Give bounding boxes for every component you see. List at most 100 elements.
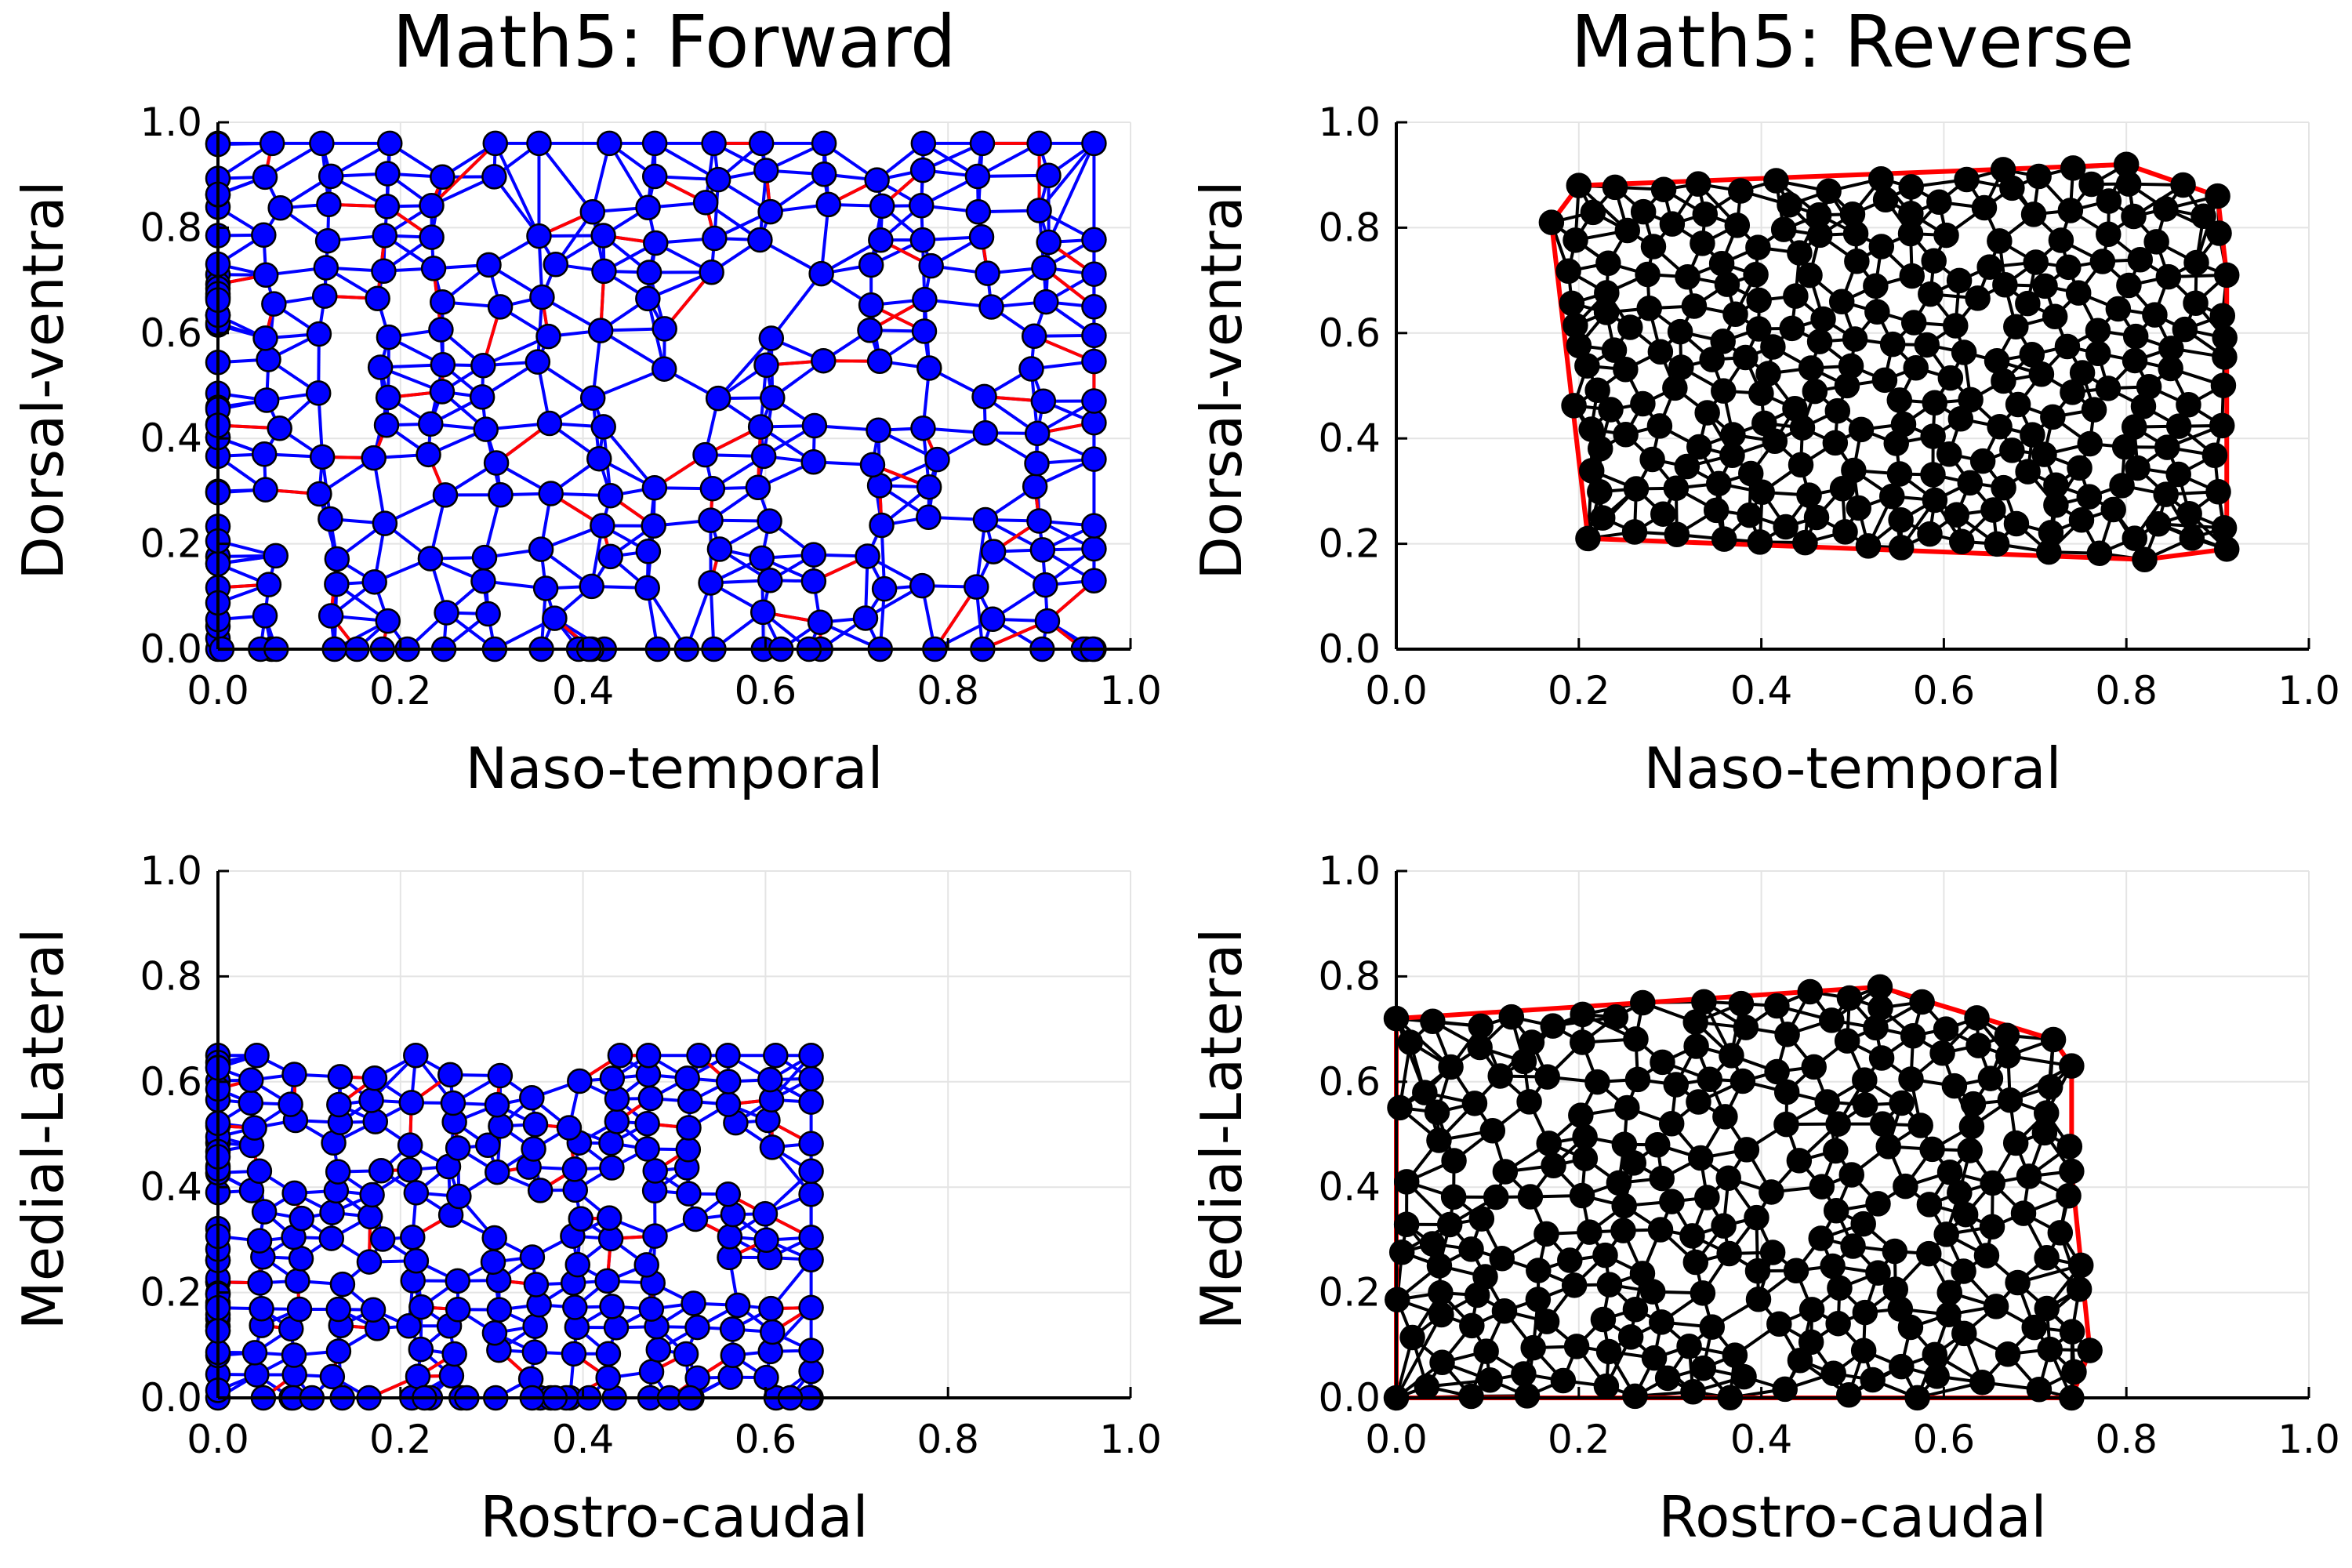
mesh-node [1787, 1347, 1813, 1374]
mesh-node [252, 477, 278, 503]
mesh-node [238, 1090, 263, 1116]
mesh-node [1397, 1029, 1424, 1055]
mesh-node [524, 349, 551, 375]
mesh-node [309, 130, 335, 157]
mesh-node [1682, 1009, 1708, 1035]
mesh-node [1850, 1210, 1876, 1237]
mesh-node [1692, 201, 1719, 227]
mesh-node [1682, 1249, 1709, 1276]
mesh-node [1426, 1127, 1452, 1153]
mesh-node [1786, 1148, 1813, 1174]
mesh-node [1026, 198, 1052, 223]
mesh-node [2067, 1252, 2094, 1279]
mesh-node [1081, 568, 1107, 593]
mesh-node [1809, 1174, 1835, 1200]
mesh-node [2121, 414, 2147, 440]
y-tick-label: 0.8 [140, 205, 202, 250]
mesh-node [1747, 529, 1773, 555]
mesh-node [251, 1199, 278, 1225]
mesh-node [1675, 264, 1700, 290]
mesh-node [1779, 315, 1805, 342]
mesh-node [1428, 1279, 1454, 1306]
mesh-node [356, 1249, 383, 1275]
mesh-node [635, 1042, 662, 1069]
mesh-node [1559, 290, 1585, 317]
y-tick-label: 0.6 [140, 310, 202, 356]
mesh-node [408, 1336, 434, 1363]
mesh-node [1737, 502, 1762, 528]
mesh-node [801, 412, 828, 439]
mesh-node [1428, 1301, 1454, 1328]
x-tick-label: 0.0 [187, 1417, 249, 1462]
mesh-node [1034, 608, 1061, 634]
mesh-node [1705, 470, 1732, 497]
mesh-node [487, 294, 514, 320]
mesh-node [314, 227, 341, 254]
mesh-node [1839, 201, 1866, 227]
mesh-node [2121, 203, 2147, 230]
mesh-node [432, 482, 459, 508]
mesh-node [1949, 528, 1975, 554]
mesh-node [1916, 1192, 1943, 1218]
mesh-node [1630, 198, 1657, 225]
mesh-node [2086, 540, 2113, 566]
x-tick-label: 0.8 [2095, 1417, 2158, 1462]
mesh-node [2179, 525, 2205, 551]
mesh-node [757, 198, 783, 225]
x-tick-label: 0.0 [1365, 668, 1428, 713]
mesh-node [964, 574, 989, 600]
mesh-node [1834, 372, 1860, 399]
mesh-node [367, 354, 394, 380]
mesh-node [1836, 1382, 1862, 1408]
mesh-node [717, 1224, 743, 1250]
mesh-node [1667, 318, 1693, 345]
mesh-node [430, 352, 456, 378]
mesh-node [750, 599, 776, 626]
mesh-node [916, 504, 942, 531]
mesh-node [1024, 420, 1051, 447]
mesh-node [1798, 1329, 1824, 1356]
mesh-node [2109, 473, 2135, 499]
mesh-node [305, 380, 332, 406]
mesh-node [1869, 1111, 1896, 1137]
mesh-node [1924, 1363, 1950, 1389]
mesh-node [1922, 1341, 1948, 1368]
mesh-node [319, 1200, 345, 1225]
mesh-node [1816, 178, 1842, 204]
mesh-node [2153, 481, 2179, 507]
mesh-node [538, 481, 564, 506]
mesh-node [1867, 974, 1893, 1000]
mesh-node [2026, 163, 2052, 190]
mesh-node [1580, 199, 1606, 226]
mesh-node [1886, 461, 1913, 487]
mesh-node [1957, 1138, 1983, 1163]
y-axis-label: Medial-Lateral [1189, 928, 1254, 1330]
mesh-node [428, 317, 454, 343]
mesh-node [1594, 280, 1620, 306]
mesh-node [1393, 1211, 1420, 1237]
mesh-node [916, 474, 942, 500]
panel-forward-colliculus: 0.0 0.2 0.4 0.6 0.8 1.0 0.0 0.2 0.4 0.6 0.8 1.0 Ros… [10, 848, 1162, 1550]
mesh-node [1680, 1379, 1706, 1405]
mesh-node [869, 512, 895, 539]
mesh-node [1997, 1087, 2024, 1113]
mesh-node [1424, 1099, 1450, 1125]
mesh-node [1969, 1370, 1995, 1396]
axes: 0.0 0.2 0.4 0.6 0.8 1.0 0.0 0.2 0.4 0.6 0.8 1.0 [1318, 848, 2339, 1462]
mesh-node [2096, 221, 2122, 248]
mesh-node [972, 506, 999, 533]
mesh-node [2132, 546, 2158, 573]
mesh-node [400, 1224, 426, 1250]
mesh-node [2153, 196, 2179, 222]
x-tick-label: 0.8 [2095, 668, 2158, 713]
mesh-node [798, 1181, 824, 1207]
mesh-node [306, 321, 332, 347]
mesh-node [1613, 356, 1639, 383]
mesh-node [642, 1158, 668, 1184]
mesh-node [1569, 1182, 1595, 1209]
mesh-node [604, 1109, 630, 1134]
mesh-node [1994, 1341, 2021, 1367]
mesh-node [1899, 263, 1925, 289]
mesh-node [698, 570, 724, 596]
mesh-node [684, 1314, 710, 1341]
